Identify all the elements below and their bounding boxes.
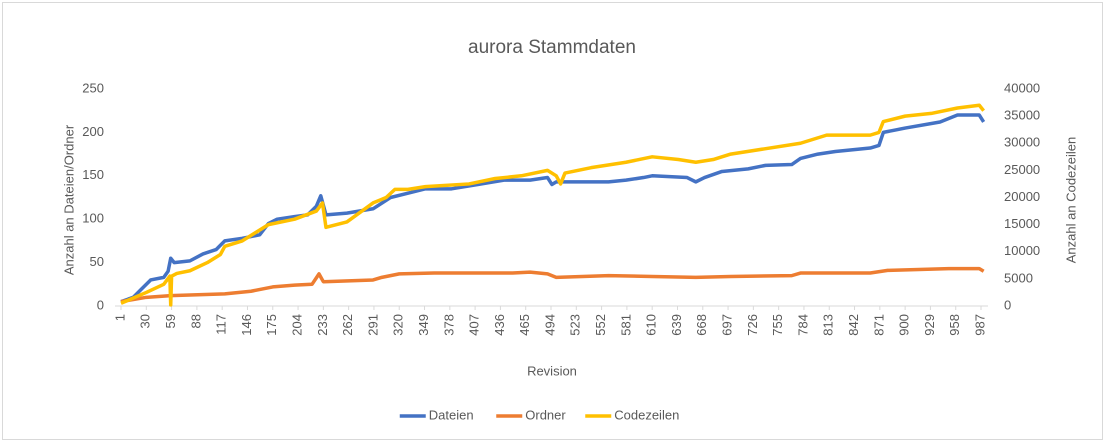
x-tick-label: 117 <box>214 314 229 335</box>
x-tick-label: 175 <box>264 314 279 336</box>
y2-tick-label: 20000 <box>1004 189 1040 204</box>
x-tick-label: 958 <box>947 314 962 336</box>
series-line <box>120 266 985 304</box>
y-axis-label: Anzahl an Dateien/Ordner <box>61 124 76 275</box>
y2-tick-label: 40000 <box>1004 80 1040 95</box>
x-tick-label: 581 <box>618 314 633 336</box>
x-tick-label: 59 <box>163 314 178 328</box>
x-tick-label: 349 <box>416 314 431 336</box>
x-tick-label: 30 <box>138 314 153 328</box>
y2-tick-label: 30000 <box>1004 135 1040 150</box>
x-tick-label: 929 <box>922 314 937 336</box>
series-line <box>120 113 986 304</box>
x-tick-label: 784 <box>795 314 810 336</box>
x-tick-label: 262 <box>340 314 355 336</box>
y2-tick-label: 0 <box>1004 297 1011 312</box>
y2-tick-label: 15000 <box>1004 216 1040 231</box>
y2-axis-label: Anzahl an Codezeilen <box>1063 137 1078 263</box>
x-tick-label: 378 <box>441 314 456 336</box>
x-tick-label: 842 <box>846 314 861 336</box>
x-tick-label: 639 <box>669 314 684 336</box>
x-tick-label: 523 <box>568 314 583 336</box>
y-tick-label: 150 <box>82 167 104 182</box>
x-tick-label: 552 <box>593 314 608 336</box>
y2-tick-label: 10000 <box>1004 243 1040 258</box>
x-tick-label: 1 <box>112 314 127 321</box>
x-tick-label: 465 <box>517 314 532 336</box>
x-tick-label: 88 <box>188 314 203 328</box>
x-tick-label: 291 <box>365 314 380 336</box>
chart-title: aurora Stammdaten <box>468 37 636 58</box>
y2-tick-label: 25000 <box>1004 162 1040 177</box>
legend-label: Ordner <box>525 407 566 422</box>
series-line <box>120 103 986 307</box>
x-tick-label: 610 <box>644 314 659 336</box>
x-axis-label: Revision <box>527 363 577 378</box>
y2-tick-label: 5000 <box>1004 270 1033 285</box>
x-tick-label: 697 <box>720 314 735 336</box>
x-tick-label: 726 <box>745 314 760 336</box>
x-tick-label: 494 <box>542 314 557 336</box>
x-tick-label: 755 <box>770 314 785 336</box>
legend-label: Dateien <box>429 407 474 422</box>
x-tick-label: 436 <box>492 314 507 336</box>
x-tick-label: 407 <box>467 314 482 336</box>
x-tick-label: 320 <box>391 314 406 336</box>
y-tick-label: 100 <box>82 211 104 226</box>
y-tick-label: 50 <box>90 254 104 269</box>
x-tick-label: 871 <box>871 314 886 336</box>
legend-label: Codezeilen <box>614 407 679 422</box>
y-tick-label: 0 <box>97 297 104 312</box>
x-tick-label: 987 <box>972 314 987 336</box>
x-tick-label: 204 <box>290 314 305 336</box>
y-tick-label: 200 <box>82 124 104 139</box>
x-tick-label: 233 <box>315 314 330 336</box>
x-tick-label: 668 <box>694 314 709 336</box>
y-tick-label: 250 <box>82 80 104 95</box>
x-tick-label: 146 <box>239 314 254 336</box>
x-tick-label: 900 <box>897 314 912 336</box>
y2-tick-label: 35000 <box>1004 108 1040 123</box>
x-tick-label: 813 <box>821 314 836 336</box>
